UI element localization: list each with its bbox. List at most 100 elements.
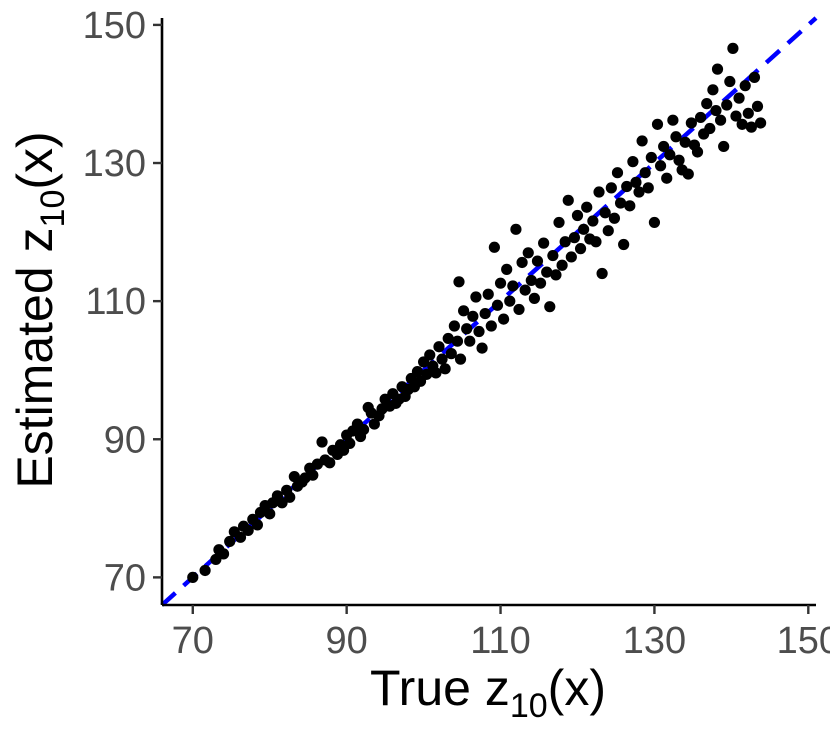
data-point [670,131,682,143]
data-point [733,92,745,104]
data-point [501,263,513,275]
y-tick-label: 70 [104,557,146,599]
data-point [614,197,627,209]
data-point [556,259,568,271]
data-point [621,180,633,193]
data-point [513,303,525,316]
data-point [730,110,742,122]
data-point [519,284,531,296]
data-point [718,140,730,153]
data-point [458,305,470,317]
data-point [581,201,593,213]
data-point [534,277,547,289]
data-point [448,320,460,332]
data-point [464,335,476,347]
data-point [562,194,574,206]
x-tick-label: 90 [326,620,368,662]
data-point [510,223,522,235]
data-point [602,225,614,237]
data-point [571,209,584,222]
data-point [587,215,599,227]
data-point [593,186,605,198]
y-tick-label: 150 [83,5,146,47]
data-point [596,267,608,280]
data-point [701,98,713,110]
data-point [639,167,651,179]
data-point [574,243,587,255]
data-point [685,117,697,129]
data-point [436,353,448,365]
data-point [704,122,716,135]
data-point [710,104,722,117]
data-point [522,247,534,259]
data-point [550,269,562,281]
plot-area [160,16,818,607]
data-point [525,274,537,287]
data-point [284,491,296,503]
data-point [424,349,436,361]
data-point [276,497,288,509]
data-point [234,531,247,543]
data-point [599,207,611,219]
data-point [618,238,630,251]
data-point [559,236,571,248]
x-tick-label: 150 [777,620,830,662]
data-point [544,301,556,313]
data-point [553,216,565,229]
data-point [707,84,719,96]
data-point [651,118,664,130]
data-point [344,437,356,450]
data-point [605,182,617,194]
data-point [411,365,424,378]
data-point [745,121,757,133]
data-point [608,212,621,224]
y-tick-label: 130 [83,143,146,185]
data-point [630,176,642,188]
data-point [251,519,264,531]
data-point [642,182,654,194]
data-point [445,348,457,360]
data-point [482,288,494,300]
data-point [430,367,442,379]
y-tick-label: 110 [85,281,146,323]
data-point [316,436,328,448]
data-point [547,249,559,262]
data-point [479,307,491,320]
data-point [433,341,445,353]
data-point [682,168,694,180]
data-point [264,508,276,520]
data-point [667,114,679,126]
data-point [224,535,236,548]
data-point [679,136,691,148]
data-point [645,151,657,164]
data-point [627,156,639,168]
data-point [453,276,465,288]
data-point [357,423,370,436]
data-point [504,295,516,307]
data-point [565,251,577,263]
x-axis: 70 90 110 130 150 [162,603,830,662]
data-point [494,277,507,289]
data-point [439,363,451,375]
data-point [714,114,727,126]
data-point [368,418,380,430]
data-point [421,368,433,380]
data-points [187,42,767,583]
data-point [661,172,673,184]
y-axis-title: Estimated z10(x) [7,131,72,488]
data-point [654,160,667,172]
data-point [516,256,528,269]
data-point [288,470,300,483]
data-point [507,280,519,292]
data-point [633,186,645,198]
data-point [451,335,464,347]
data-point [751,100,764,112]
data-point [611,167,624,179]
data-point [528,292,540,304]
data-point [739,80,751,92]
data-point [242,524,254,537]
data-point [658,140,670,153]
data-point [217,548,230,560]
data-point [467,310,479,322]
